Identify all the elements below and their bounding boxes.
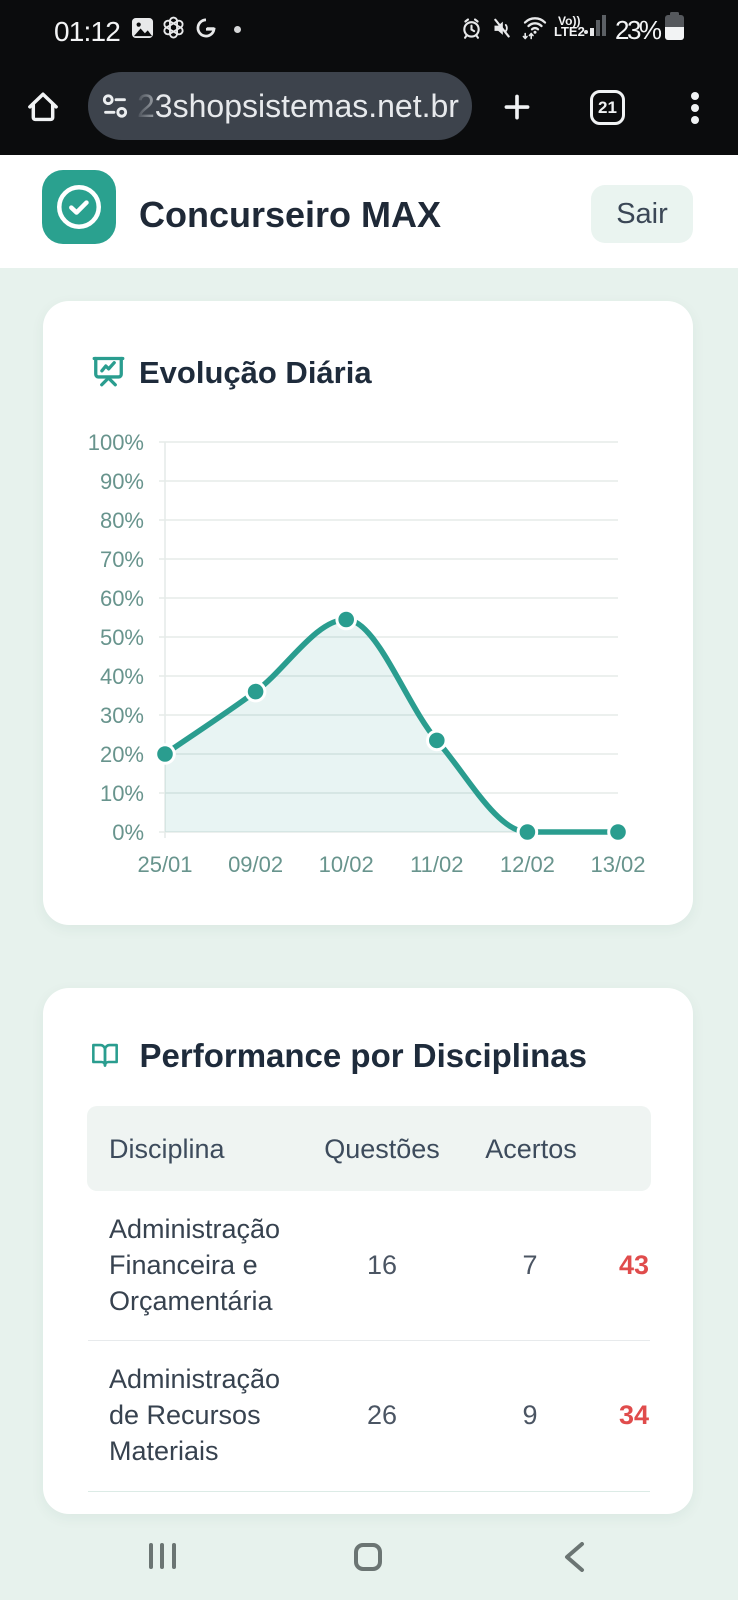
svg-text:70%: 70%: [100, 547, 144, 572]
svg-text:80%: 80%: [100, 508, 144, 533]
svg-text:100%: 100%: [88, 430, 144, 455]
svg-text:13/02: 13/02: [590, 852, 645, 877]
svg-text:60%: 60%: [100, 586, 144, 611]
svg-text:12/02: 12/02: [500, 852, 555, 877]
svg-text:10/02: 10/02: [319, 852, 374, 877]
svg-text:11/02: 11/02: [410, 852, 463, 877]
svg-text:90%: 90%: [100, 469, 144, 494]
svg-text:40%: 40%: [100, 664, 144, 689]
svg-text:0%: 0%: [112, 820, 144, 845]
svg-text:50%: 50%: [100, 625, 144, 650]
svg-text:30%: 30%: [100, 703, 144, 728]
svg-text:10%: 10%: [100, 781, 144, 806]
svg-text:20%: 20%: [100, 742, 144, 767]
svg-text:09/02: 09/02: [228, 852, 283, 877]
svg-text:25/01: 25/01: [137, 852, 192, 877]
